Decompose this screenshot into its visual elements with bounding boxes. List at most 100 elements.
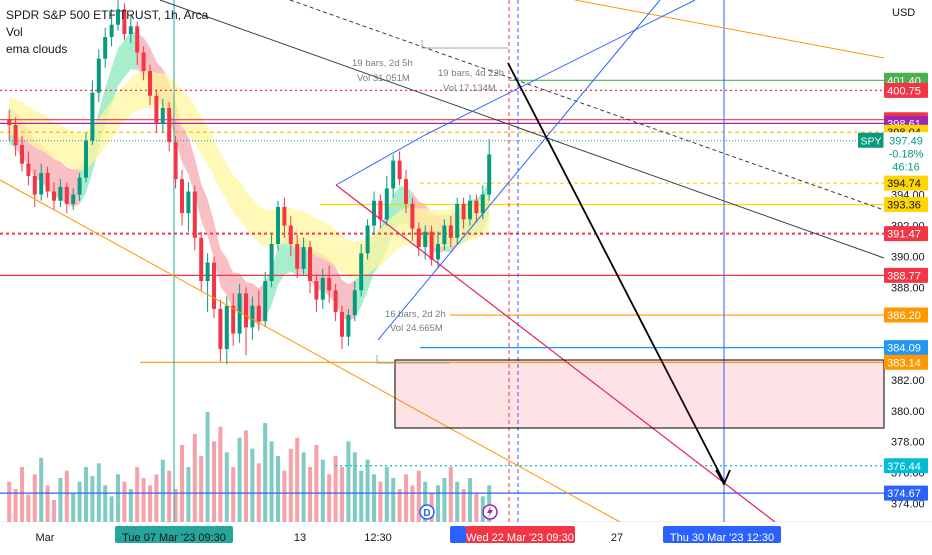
candle-body[interactable] (276, 206, 280, 245)
candle-body[interactable] (90, 92, 95, 141)
candle-body[interactable] (468, 200, 472, 220)
candle-body[interactable] (455, 203, 460, 238)
candle-body[interactable] (192, 191, 197, 238)
candle-body[interactable] (64, 186, 69, 204)
candle-body[interactable] (148, 71, 152, 96)
time-highlight-badge[interactable] (663, 526, 781, 543)
ticker-badge[interactable] (858, 132, 884, 148)
candle-body[interactable] (84, 140, 88, 178)
candle-body[interactable] (244, 293, 248, 328)
candle-body[interactable] (288, 225, 293, 245)
candle-body[interactable] (71, 194, 76, 204)
candle-body[interactable] (474, 200, 479, 214)
candle-body[interactable] (224, 305, 229, 350)
candle-body[interactable] (96, 58, 101, 93)
candle-body[interactable] (404, 179, 408, 204)
candle-body[interactable] (199, 237, 204, 282)
candle-body[interactable] (212, 262, 216, 309)
candle-body[interactable] (7, 118, 12, 126)
candle-body[interactable] (365, 225, 370, 254)
candle-body[interactable] (282, 206, 287, 226)
candle-body[interactable] (116, 9, 120, 25)
candle-body[interactable] (122, 9, 127, 34)
candle-body[interactable] (160, 108, 165, 124)
channel-upper[interactable] (335, 134, 426, 186)
trendline-orange[interactable] (574, 0, 885, 59)
chart-title[interactable]: SPDR S&P 500 ETF TRUST, 1h, Arca (6, 8, 209, 22)
candle-body[interactable] (372, 200, 376, 226)
time-highlight-badge[interactable] (115, 526, 233, 543)
candle-body[interactable] (154, 95, 159, 124)
dividend-event-icon[interactable] (419, 504, 435, 520)
candle-body[interactable] (237, 293, 242, 334)
candle-body[interactable] (218, 308, 223, 350)
price-level-badge[interactable] (884, 485, 928, 501)
candle-body[interactable] (205, 262, 210, 282)
candle-body[interactable] (480, 194, 485, 214)
candle-body[interactable] (167, 108, 172, 143)
time-highlight-badge[interactable] (465, 526, 575, 543)
candle-body[interactable] (39, 172, 44, 195)
trendline-orange-lower[interactable] (0, 179, 621, 523)
candle-body[interactable] (359, 253, 364, 291)
candle-body[interactable] (448, 225, 453, 238)
price-level-badge[interactable] (884, 82, 928, 98)
price-level-badge[interactable] (884, 354, 928, 370)
candle-body[interactable] (128, 26, 133, 34)
price-level-badge[interactable] (884, 267, 928, 283)
indicator-vol[interactable]: Vol (6, 25, 23, 39)
candle-body[interactable] (26, 163, 31, 177)
candle-body[interactable] (384, 188, 389, 220)
candle-body[interactable] (103, 37, 108, 59)
candle-body[interactable] (20, 145, 24, 164)
price-level-badge[interactable] (884, 307, 928, 323)
indicator-ema-clouds[interactable]: ema clouds (6, 42, 68, 56)
trendline-black[interactable] (159, 0, 885, 259)
candle-body[interactable] (391, 160, 396, 189)
candle-body[interactable] (141, 52, 146, 72)
candle-body[interactable] (487, 154, 492, 195)
candle-body[interactable] (397, 160, 402, 180)
candle-body[interactable] (442, 225, 447, 245)
candle-body[interactable] (320, 277, 325, 300)
candle-body[interactable] (109, 24, 114, 38)
candle-body[interactable] (256, 305, 261, 322)
candle-body[interactable] (333, 290, 338, 312)
price-level-badge[interactable] (884, 196, 928, 212)
channel-top[interactable] (424, 0, 696, 136)
candle-body[interactable] (410, 203, 415, 229)
candle-body[interactable] (32, 176, 37, 195)
supply-zone-rectangle[interactable] (394, 359, 885, 429)
candle-body[interactable] (52, 191, 56, 201)
candle-body[interactable] (378, 200, 383, 220)
candle-body[interactable] (423, 231, 428, 248)
candle-body[interactable] (295, 244, 300, 269)
candle-body[interactable] (231, 305, 236, 334)
candle-body[interactable] (13, 125, 18, 146)
candle-body[interactable] (327, 277, 332, 291)
forecast-arrow[interactable] (507, 62, 725, 483)
candle-body[interactable] (352, 290, 357, 316)
candle-body[interactable] (269, 244, 274, 282)
candle-body[interactable] (301, 247, 306, 269)
price-level-badge[interactable] (884, 175, 928, 191)
candle-body[interactable] (135, 26, 140, 53)
candle-body[interactable] (263, 281, 268, 322)
trendline-red[interactable] (335, 184, 776, 523)
price-level-badge[interactable] (884, 340, 928, 356)
candle-body[interactable] (250, 305, 255, 328)
candle-body[interactable] (45, 172, 50, 192)
channel-lower[interactable] (377, 0, 661, 341)
candle-body[interactable] (173, 142, 178, 180)
candle-body[interactable] (314, 281, 319, 300)
candle-body[interactable] (416, 228, 421, 248)
candle-body[interactable] (308, 247, 312, 282)
candle-body[interactable] (461, 203, 466, 220)
price-level-badge[interactable] (884, 458, 928, 474)
candle-body[interactable] (186, 191, 191, 214)
trendline-dashed[interactable] (289, 0, 885, 211)
candle-body[interactable] (346, 315, 351, 337)
candle-body[interactable] (180, 179, 184, 214)
candle-body[interactable] (436, 244, 440, 260)
